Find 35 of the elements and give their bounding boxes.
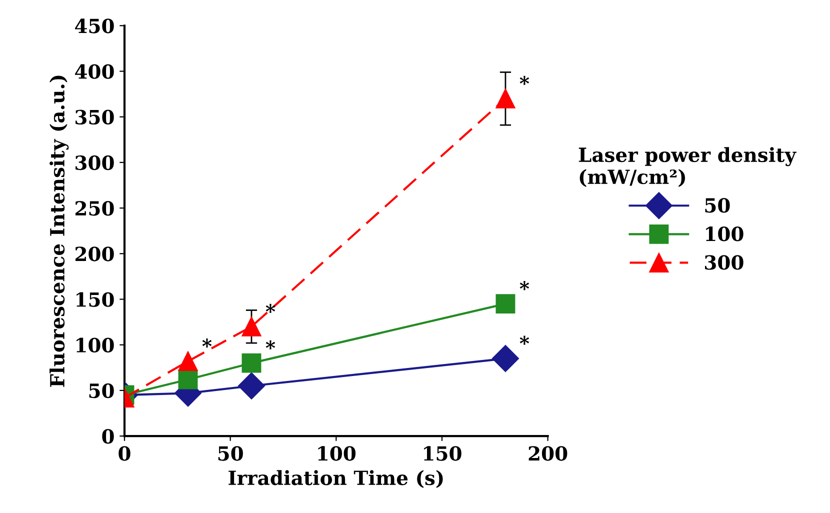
annotation: * — [202, 338, 212, 348]
annotation: * — [266, 304, 276, 313]
x-tick-label: 200 — [528, 446, 568, 461]
x-tick-label: 150 — [424, 446, 462, 461]
point — [242, 353, 262, 373]
annotation: * — [520, 76, 530, 85]
y-tick-label: 450 — [74, 18, 114, 34]
y-tick-label: 150 — [76, 292, 114, 307]
point — [242, 316, 262, 336]
point — [178, 352, 198, 371]
x-axis-title: Irradiation Time (s) — [228, 470, 443, 488]
annotation: * — [520, 281, 530, 290]
point — [178, 370, 198, 390]
y-tick-label: 350 — [76, 110, 114, 125]
point — [496, 88, 516, 108]
y-tick-label: 100 — [76, 338, 114, 353]
legend-label: 100 — [706, 226, 744, 242]
y-tick-label: 200 — [75, 246, 114, 262]
y-axis-title: Fluorescence Intensity (a.u.) — [50, 76, 69, 387]
point — [496, 294, 516, 314]
y-tick-label: 50 — [89, 383, 114, 398]
legend-label: 300 — [705, 255, 744, 270]
y-tick-label: 250 — [75, 201, 114, 216]
y-tick-label: 0 — [102, 429, 114, 444]
legend-title: Laser power density (mW/cm²) — [578, 147, 796, 187]
x-tick-label: 50 — [218, 446, 243, 461]
y-tick-label: 300 — [76, 155, 114, 170]
point — [492, 345, 519, 372]
x-tick-label: 100 — [318, 446, 356, 461]
annotation: * — [266, 340, 276, 350]
legend-label: 50 — [705, 198, 730, 213]
point — [238, 372, 265, 400]
y-tick-label: 400 — [74, 64, 114, 79]
x-tick-label: 0 — [118, 446, 130, 461]
annotation: * — [520, 336, 530, 345]
